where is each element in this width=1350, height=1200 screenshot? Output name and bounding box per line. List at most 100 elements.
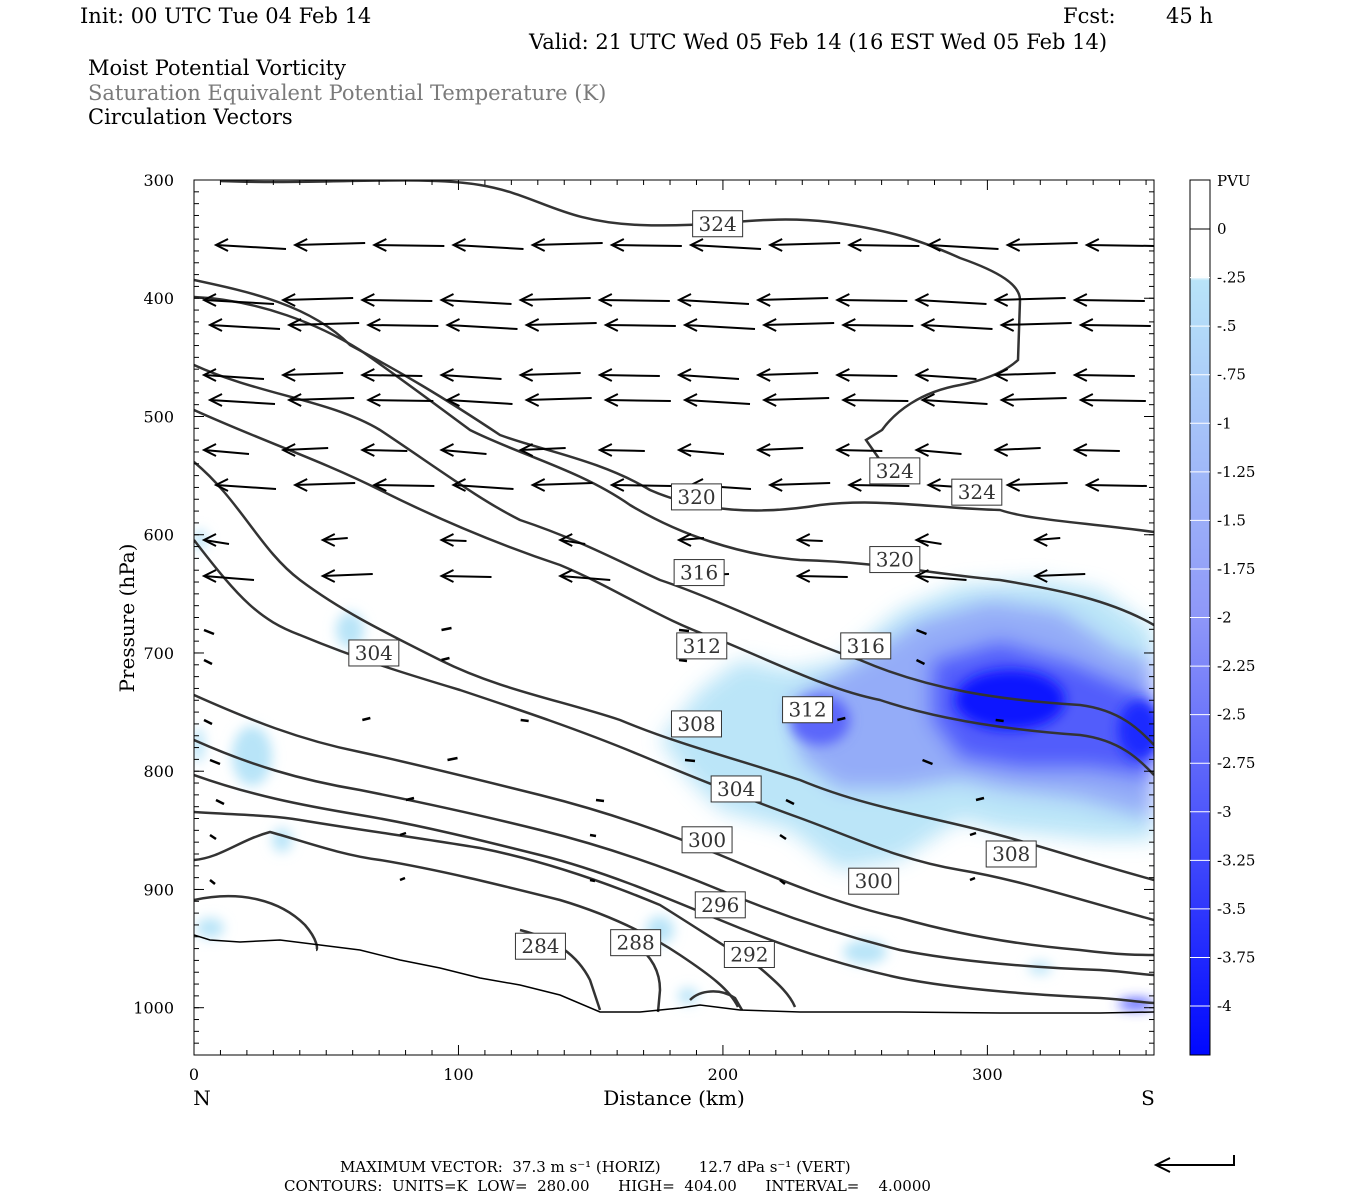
colorbar-title: PVU: [1217, 172, 1251, 190]
vector-arrow: [372, 478, 435, 492]
contour-label: 308: [670, 710, 722, 738]
vector-arrow: [213, 478, 277, 492]
y-tick-label: 500: [143, 407, 174, 426]
svg-text:304: 304: [717, 777, 755, 801]
vector-arrow: [779, 879, 786, 885]
vector-arrow: [360, 293, 433, 307]
contour-label: 304: [348, 639, 400, 667]
forecast-label: Fcst:: [1063, 4, 1116, 28]
colorbar-level-label: -2.75: [1217, 754, 1255, 772]
vector-arrow: [916, 628, 927, 636]
vector-arrow: [595, 798, 605, 803]
vector-arrow: [684, 758, 696, 763]
vector-arrow: [451, 478, 514, 492]
vector-arrow: [201, 368, 265, 382]
vector-arrow: [280, 293, 354, 307]
vector-arrow: [530, 238, 603, 252]
svg-text:284: 284: [521, 934, 559, 958]
vector-arrow: [597, 368, 660, 382]
svg-text:292: 292: [730, 942, 768, 966]
vector-arrow: [995, 718, 1004, 723]
vector-arrow: [292, 238, 366, 252]
vector-arrow: [999, 393, 1067, 407]
vector-arrow: [1033, 569, 1086, 583]
vector-arrow: [518, 368, 581, 382]
vector-arrow: [213, 238, 287, 252]
vector-arrow: [441, 626, 452, 632]
vector-arrow: [847, 478, 910, 492]
contour-label: 312: [782, 696, 834, 724]
vector-arrow: [524, 393, 592, 407]
contour-label: 300: [848, 867, 900, 895]
contour-label: 324: [692, 210, 744, 238]
vector-arrow: [207, 318, 281, 332]
vector-arrow: [914, 533, 942, 547]
vector-arrow: [785, 798, 795, 806]
vector-arrow: [1084, 478, 1147, 492]
vector-arrow: [920, 318, 993, 332]
vector-arrow: [682, 318, 756, 332]
vector-arrow: [1005, 238, 1078, 252]
x-tick-label: 300: [972, 1065, 1003, 1084]
vector-arrow: [203, 718, 213, 726]
vector-arrow: [589, 878, 596, 883]
vector-arrow: [445, 393, 513, 407]
y-tick-label: 400: [143, 289, 174, 308]
vector-arrow: [779, 833, 787, 841]
vector-arrow: [362, 716, 371, 722]
colorbar-levels: 0 -.25 -.5 -.75 -1 -1.25 -1.5 -1.75 -2 -2.25 -2.5 -…: [1190, 220, 1255, 1015]
svg-text:320: 320: [876, 548, 914, 572]
vector-arrow: [201, 293, 275, 307]
vector-arrow: [439, 293, 512, 307]
vector-arrow: [366, 318, 439, 332]
vector-arrow: [518, 443, 566, 457]
vector-arrow: [201, 443, 250, 457]
contour-label: 324: [869, 457, 921, 485]
vector-arrow: [280, 443, 329, 457]
field-title-vectors: Circulation Vectors: [88, 105, 293, 129]
vector-arrow: [755, 443, 804, 457]
vector-arrow: [915, 658, 926, 666]
vector-arrow: [847, 238, 920, 252]
vector-arrow: [926, 238, 999, 252]
vector-arrow: [445, 318, 518, 332]
vector-arrow: [597, 443, 645, 457]
vector-arrow: [767, 478, 831, 492]
vector-arrow: [518, 293, 591, 307]
vector-arrow: [975, 796, 985, 802]
y-tick-label: 800: [143, 762, 174, 781]
vector-arrow: [215, 798, 225, 806]
svg-text:316: 316: [847, 634, 885, 658]
field-title-mpv: Moist Potential Vorticity: [88, 56, 346, 80]
vector-arrow: [520, 718, 529, 723]
x-axis-left-label: N: [193, 1086, 211, 1110]
vector-arrow: [676, 533, 705, 547]
vector-arrow: [1072, 293, 1145, 307]
axes: 300 400 500 600 700 800 900 1000 0 100 200 300: [133, 171, 1154, 1084]
vector-arrow: [795, 569, 848, 583]
vector-arrow: [360, 368, 423, 382]
vector-arrow: [914, 293, 987, 307]
vector-arrow: [609, 238, 682, 252]
svg-text:296: 296: [701, 893, 739, 917]
y-tick-label: 700: [143, 644, 174, 663]
vector-arrow: [209, 833, 217, 841]
contour-label: 324: [951, 478, 1003, 506]
vector-arrow: [755, 368, 819, 382]
colorbar-level-label: -2.5: [1217, 706, 1246, 724]
colorbar-level-label: -.5: [1217, 317, 1236, 335]
contour-label: 320: [670, 483, 722, 511]
vector-arrow: [1072, 443, 1120, 457]
vector-arrow: [767, 238, 841, 252]
init-time: Init: 00 UTC Tue 04 Feb 14: [80, 4, 372, 28]
vector-arrow: [589, 833, 597, 838]
vector-arrow: [209, 758, 221, 766]
svg-text:324: 324: [958, 480, 996, 504]
contour-label: 304: [710, 775, 762, 803]
vector-arrow: [447, 756, 458, 762]
vector-arrow: [1078, 318, 1151, 332]
x-tick-label: 0: [189, 1065, 199, 1084]
vector-arrow: [203, 628, 215, 636]
footer-contours: CONTOURS: UNITS=K LOW= 280.00 HIGH= 404.…: [284, 1177, 931, 1195]
vector-arrow: [530, 478, 593, 492]
